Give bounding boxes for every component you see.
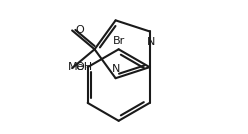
Text: O: O bbox=[75, 25, 84, 35]
Text: N: N bbox=[147, 37, 155, 47]
Text: Me: Me bbox=[68, 62, 84, 72]
Text: N: N bbox=[111, 64, 120, 74]
Text: OH: OH bbox=[75, 62, 92, 72]
Text: Br: Br bbox=[113, 36, 125, 46]
